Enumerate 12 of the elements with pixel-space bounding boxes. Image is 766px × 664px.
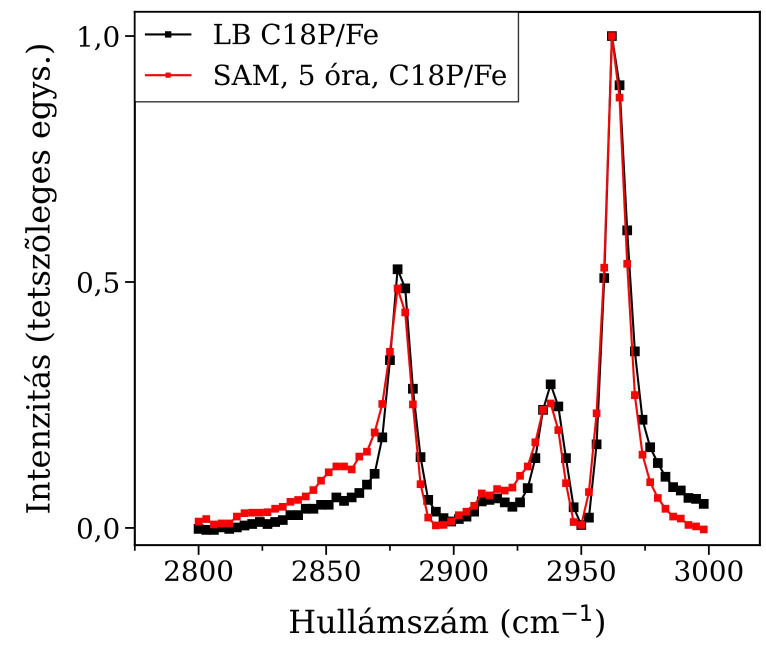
y-axis-title: Intenzitás (tetszõleges egys.) <box>24 45 57 513</box>
y-tick-label: 0,5 <box>78 272 118 296</box>
y-tick-label: 1,0 <box>79 26 118 50</box>
legend-label: LB C18P/Fe <box>214 24 378 47</box>
x-tick-label: 2800 <box>165 560 232 582</box>
x-tick-label: 2900 <box>420 560 488 582</box>
x-tick-label: 3000 <box>676 560 742 582</box>
x-axis-title: Hullámszám (cm$^{−1}$) <box>290 604 604 638</box>
legend-label: SAM, 5 óra, C18P/Fe <box>214 62 506 89</box>
y-tick-label: 0,0 <box>78 518 118 542</box>
x-tick-label: 2850 <box>292 560 360 582</box>
x-tick-label: 2950 <box>548 560 615 582</box>
